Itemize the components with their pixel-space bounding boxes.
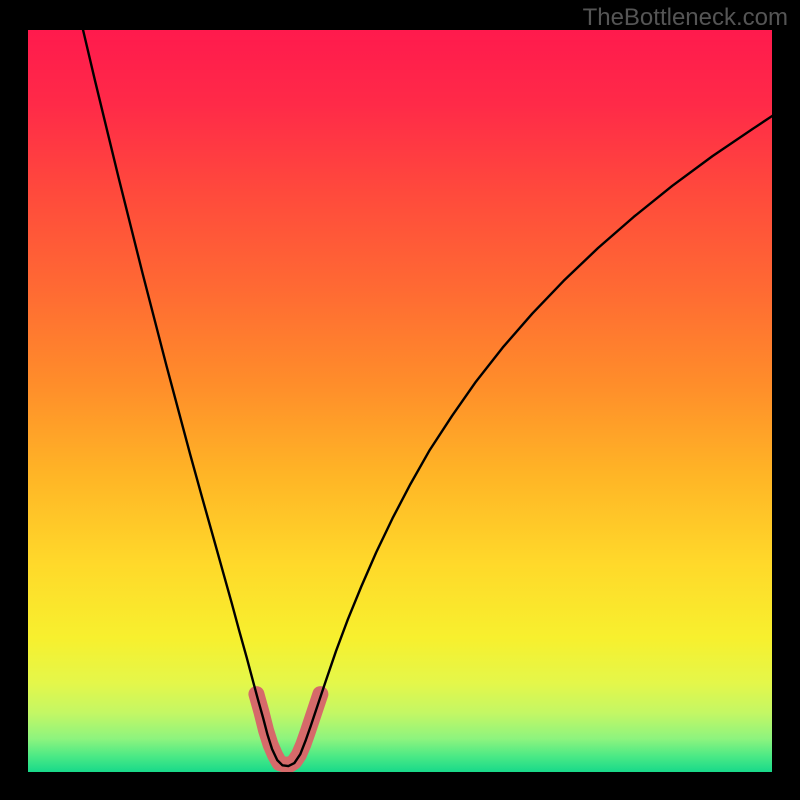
main-curve-line [83, 30, 772, 766]
watermark-text: TheBottleneck.com [583, 4, 788, 32]
plot-area [28, 30, 772, 772]
bottleneck-curve [28, 30, 772, 772]
